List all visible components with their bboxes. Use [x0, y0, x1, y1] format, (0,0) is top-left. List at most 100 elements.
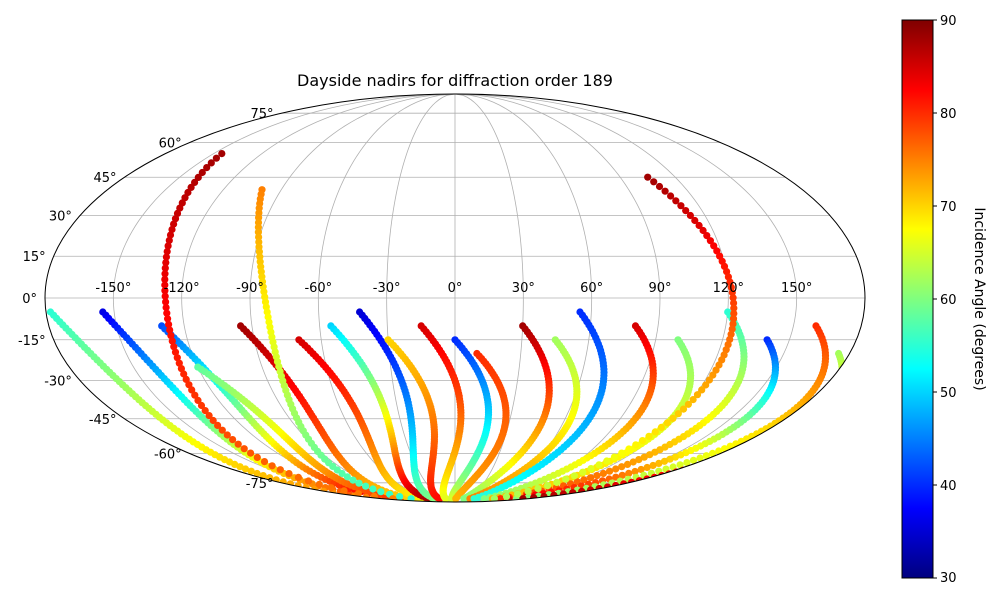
- data-point: [746, 444, 754, 453]
- data-point: [695, 221, 703, 230]
- data-point: [661, 187, 669, 195]
- data-point: [618, 463, 626, 471]
- data-point: [362, 482, 370, 490]
- data-point: [164, 242, 172, 250]
- data-point: [776, 432, 784, 440]
- data-point: [162, 253, 170, 261]
- data-point: [161, 264, 169, 272]
- colorbar: [901, 19, 934, 579]
- data-point: [553, 478, 561, 486]
- longitude-tick-label: 30°: [512, 281, 535, 296]
- data-point: [162, 298, 170, 306]
- data-point: [279, 478, 287, 486]
- ground-track: [161, 150, 397, 502]
- data-point: [502, 492, 511, 501]
- data-points: [46, 150, 846, 502]
- data-point: [209, 416, 217, 425]
- data-point: [684, 400, 693, 408]
- ground-track: [417, 322, 465, 502]
- data-point: [657, 423, 666, 431]
- data-point: [809, 411, 818, 419]
- ground-track: [384, 336, 444, 502]
- data-point: [369, 485, 377, 493]
- data-point: [741, 447, 749, 455]
- data-point: [188, 386, 196, 394]
- data-point: [663, 419, 671, 427]
- data-point: [820, 402, 829, 410]
- data-point: [676, 461, 684, 469]
- data-point: [729, 315, 738, 323]
- data-point: [756, 440, 765, 448]
- data-point: [838, 370, 846, 378]
- data-point: [780, 429, 788, 438]
- colorbar-tick-label: 40: [940, 479, 957, 494]
- data-point: [593, 472, 601, 480]
- data-point: [702, 452, 711, 460]
- data-point: [644, 173, 652, 181]
- data-point: [260, 458, 269, 466]
- data-point: [253, 469, 261, 478]
- data-point: [606, 467, 614, 475]
- data-point: [718, 455, 726, 463]
- data-point: [182, 375, 190, 383]
- data-point: [191, 391, 199, 399]
- data-point: [818, 404, 826, 412]
- data-point: [730, 309, 738, 318]
- ground-track: [470, 308, 608, 502]
- colorbar-tick-label: 70: [940, 200, 957, 215]
- data-point: [696, 454, 704, 462]
- data-point: [691, 216, 699, 225]
- data-point: [679, 405, 688, 413]
- data-point: [579, 468, 587, 476]
- data-point: [236, 463, 244, 471]
- data-point: [201, 407, 209, 415]
- data-point: [643, 463, 651, 472]
- data-point: [175, 359, 183, 367]
- data-point: [161, 275, 169, 283]
- data-point: [825, 397, 833, 405]
- data-point: [715, 447, 723, 455]
- data-point: [689, 456, 698, 464]
- data-point: [164, 315, 172, 323]
- colorbar-tick-label: 60: [940, 293, 957, 308]
- longitude-tick-label: 90°: [648, 281, 671, 296]
- data-point: [162, 303, 170, 312]
- data-point: [830, 390, 839, 398]
- longitude-tick-label: 150°: [781, 281, 812, 296]
- data-point: [635, 456, 643, 464]
- data-point: [784, 427, 792, 435]
- data-point: [207, 159, 215, 167]
- data-point: [610, 453, 619, 461]
- data-point: [389, 495, 397, 502]
- data-point: [514, 490, 522, 498]
- data-point: [618, 449, 626, 457]
- data-point: [524, 487, 532, 495]
- data-point: [570, 472, 579, 480]
- data-point: [705, 459, 713, 467]
- data-point: [343, 473, 351, 481]
- graticule: [45, 94, 865, 502]
- data-point: [315, 480, 323, 488]
- data-point: [682, 207, 690, 215]
- data-point: [724, 453, 732, 461]
- colorbar-label: Incidence Angle (degrees): [971, 207, 987, 390]
- data-point: [645, 432, 653, 440]
- data-point: [672, 197, 680, 205]
- data-point: [709, 449, 717, 457]
- meridian-gridline: [454, 94, 798, 502]
- data-point: [240, 445, 248, 453]
- data-point: [771, 434, 779, 442]
- data-point: [699, 226, 707, 235]
- data-point: [761, 438, 770, 446]
- colorbar-tick-label: 30: [940, 571, 957, 586]
- data-point: [649, 461, 657, 470]
- data-point: [168, 337, 176, 345]
- ground-track: [452, 349, 510, 502]
- data-point: [194, 173, 202, 181]
- data-point: [728, 288, 736, 297]
- data-point: [671, 453, 680, 461]
- data-point: [729, 294, 737, 302]
- data-point: [837, 375, 845, 383]
- data-point: [683, 459, 691, 467]
